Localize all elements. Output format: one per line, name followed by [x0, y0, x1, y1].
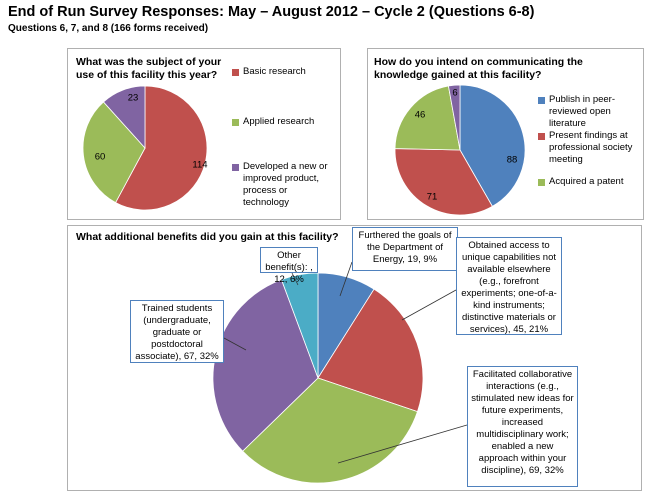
pie-slice: [242, 377, 418, 484]
data-label: 46: [415, 110, 426, 121]
legend-swatch: [538, 97, 545, 104]
pie-slice: [459, 84, 526, 207]
legend-swatch: [232, 164, 239, 171]
legend-swatch: [232, 119, 239, 126]
chart-title: What additional benefits did you gain at…: [76, 231, 339, 243]
callout-line: [223, 337, 247, 351]
legend-swatch: [538, 179, 545, 186]
pie-slice: [317, 288, 424, 413]
legend-label: Publish in peer-reviewed open literature: [549, 94, 616, 129]
callout-line: [401, 289, 457, 321]
chart-title: What was the subject of your use of this…: [76, 56, 222, 81]
pie-slice: [82, 101, 146, 204]
callout-line: [337, 424, 468, 464]
data-label: 88: [507, 155, 518, 166]
pie-slice: [280, 272, 319, 379]
page-title: End of Run Survey Responses: May – Augus…: [8, 4, 535, 20]
legend-swatch: [232, 69, 239, 76]
pie-slice: [394, 148, 493, 216]
callout-line: [291, 272, 299, 286]
data-label: 60: [95, 152, 106, 163]
legend-label: Basic research: [243, 66, 306, 77]
pie-slice: [394, 85, 461, 151]
legend-label: Acquired a patent: [549, 176, 624, 187]
legend-swatch: [538, 133, 545, 140]
chart-title: How do you intend on communicating the k…: [374, 56, 583, 81]
callout-label: Trained students (undergraduate, graduat…: [130, 300, 224, 363]
data-label: 114: [192, 160, 207, 171]
pie-slice: [102, 85, 146, 150]
data-label: 23: [128, 93, 139, 104]
legend-label: Applied research: [243, 116, 315, 127]
legend-label: Developed a new or improved product, pro…: [243, 161, 328, 208]
data-label: 71: [427, 192, 438, 203]
callout-line: [339, 261, 353, 297]
data-label: 6: [452, 88, 457, 99]
pie-slice: [115, 85, 208, 211]
callout-label: Facilitated collaborative interactions (…: [467, 366, 578, 487]
callout-label: Other benefit(s): , 12, 6%: [260, 247, 318, 285]
legend-label: Present findings at professional society…: [549, 130, 633, 165]
callout-label: Furthered the goals of the Department of…: [352, 227, 458, 271]
pie-slice: [447, 84, 461, 151]
page-subtitle: Questions 6, 7, and 8 (166 forms receive…: [8, 23, 209, 34]
callout-label: Obtained access to unique capabilities n…: [456, 237, 562, 335]
